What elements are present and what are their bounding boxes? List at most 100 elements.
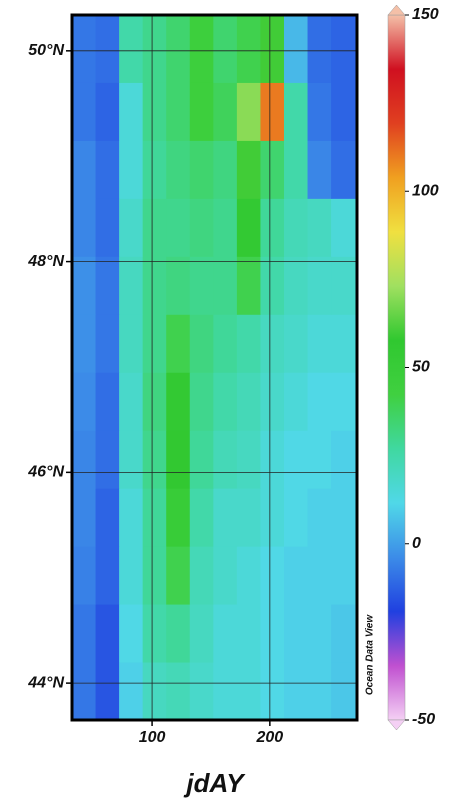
x-tick-label: 100 xyxy=(139,729,166,746)
colorbar-arrow-top xyxy=(387,4,406,16)
heatmap-cell xyxy=(307,256,332,315)
heatmap-cell xyxy=(119,15,144,83)
heatmap-cell xyxy=(283,372,309,431)
y-tick-label: 50°N xyxy=(28,42,64,59)
heatmap-cell xyxy=(260,430,285,489)
heatmap-cell xyxy=(95,82,120,141)
heatmap-cell xyxy=(307,604,332,663)
heatmap-cell xyxy=(95,488,120,547)
heatmap-cell xyxy=(236,82,261,141)
heatmap-cell xyxy=(236,546,261,605)
heatmap-cell xyxy=(119,546,144,605)
heatmap-cell xyxy=(142,430,167,489)
heatmap-cell xyxy=(307,430,332,489)
heatmap-cell xyxy=(236,662,261,721)
heatmap-cell xyxy=(119,662,144,721)
heatmap-cell xyxy=(236,604,261,663)
heatmap-cell xyxy=(166,198,191,257)
heatmap-cell xyxy=(166,15,191,83)
plot-frame xyxy=(70,13,359,722)
heatmap-cell xyxy=(189,82,214,141)
heatmap-cell xyxy=(189,662,214,721)
heatmap-cell xyxy=(119,256,144,315)
heatmap-cell xyxy=(189,15,214,83)
heatmap-cell xyxy=(72,430,97,489)
heatmap-cell xyxy=(189,198,214,257)
heatmap-cell xyxy=(283,82,309,141)
heatmap-cell xyxy=(331,662,358,721)
heatmap-cell xyxy=(236,256,261,315)
heatmap-cell xyxy=(260,314,285,373)
heatmap-cell xyxy=(189,430,214,489)
heatmap-cell xyxy=(142,372,167,431)
heatmap-cell xyxy=(189,256,214,315)
heatmap-cell xyxy=(283,604,309,663)
heatmap-cell xyxy=(189,488,214,547)
heatmap-cell xyxy=(142,82,167,141)
heatmap-cell xyxy=(236,314,261,373)
heatmap-cell xyxy=(189,372,214,431)
heatmap-cell xyxy=(307,546,332,605)
heatmap-cell xyxy=(283,662,309,721)
heatmap-cell xyxy=(236,430,261,489)
heatmap-cell xyxy=(119,604,144,663)
heatmap-cell xyxy=(95,256,120,315)
heatmap-cell xyxy=(142,314,167,373)
heatmap-cell xyxy=(307,198,332,257)
heatmap-cell xyxy=(213,198,238,257)
heatmap-cell xyxy=(307,372,332,431)
heatmap-cell xyxy=(236,15,261,83)
heatmap-cell xyxy=(142,662,167,721)
heatmap-cell xyxy=(283,140,309,199)
heatmap-cell xyxy=(95,662,120,721)
heatmap-cell xyxy=(72,546,97,605)
heatmap-cell xyxy=(283,488,309,547)
heatmap-cell xyxy=(331,198,358,257)
heatmap-cell xyxy=(95,372,120,431)
x-axis-label: jdAY xyxy=(183,768,246,798)
heatmap-cell xyxy=(142,488,167,547)
watermark: Ocean Data View xyxy=(365,614,376,695)
heatmap-cell xyxy=(260,140,285,199)
heatmap-cell xyxy=(72,372,97,431)
colorbar-tick-label: 100 xyxy=(412,182,439,199)
heatmap-cell xyxy=(307,488,332,547)
heatmap-cell xyxy=(189,604,214,663)
heatmap-cell xyxy=(331,604,358,663)
heatmap-cell xyxy=(236,140,261,199)
colorbar-tick-label: 150 xyxy=(412,6,439,23)
heatmap-cell xyxy=(95,314,120,373)
y-tick-label: 46°N xyxy=(27,464,64,481)
heatmap-cell xyxy=(260,256,285,315)
colorbar xyxy=(387,14,406,721)
heatmap-cell xyxy=(260,662,285,721)
heatmap-cell xyxy=(307,82,332,141)
colorbar-arrow-bottom xyxy=(387,719,406,731)
heatmap-cell xyxy=(283,546,309,605)
heatmap-cell xyxy=(236,488,261,547)
heatmap-cell xyxy=(331,140,358,199)
heatmap-cell xyxy=(72,15,97,83)
heatmap-cell xyxy=(260,546,285,605)
heatmap xyxy=(72,15,358,721)
heatmap-cell xyxy=(142,546,167,605)
y-tick-label: 48°N xyxy=(27,253,64,270)
heatmap-cell xyxy=(307,15,332,83)
heatmap-cell xyxy=(283,314,309,373)
heatmap-cell xyxy=(166,140,191,199)
heatmap-cell xyxy=(331,314,358,373)
heatmap-cell xyxy=(213,546,238,605)
heatmap-cell xyxy=(119,82,144,141)
heatmap-cell xyxy=(213,15,238,83)
colorbar-tick-label: 0 xyxy=(412,535,421,552)
heatmap-cell xyxy=(142,15,167,83)
heatmap-cell xyxy=(331,488,358,547)
heatmap-cell xyxy=(213,82,238,141)
heatmap-cell xyxy=(95,604,120,663)
axes: 100 200 44°N 46°N 48°N 50°N xyxy=(27,13,359,746)
heatmap-cell xyxy=(166,604,191,663)
heatmap-cell xyxy=(307,140,332,199)
heatmap-cell xyxy=(260,372,285,431)
heatmap-cell xyxy=(119,372,144,431)
